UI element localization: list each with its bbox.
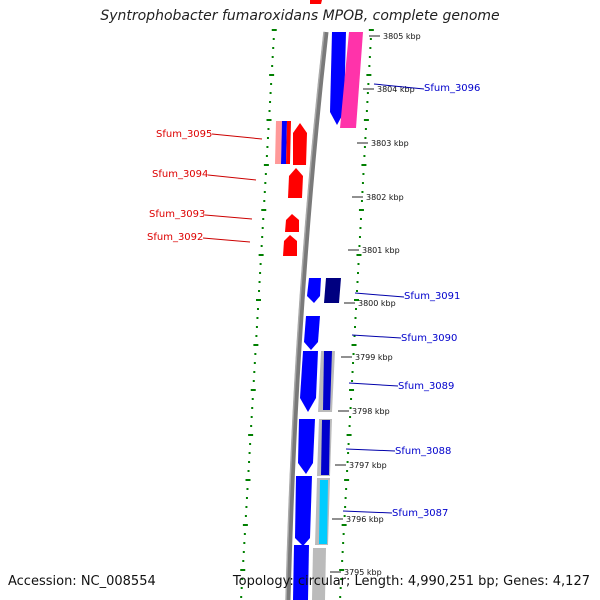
gene-label-sfum-3091[interactable]: Sfum_3091 <box>404 291 460 302</box>
scale-label-3804: 3804 kbp <box>377 85 415 94</box>
forward-genes <box>275 0 322 256</box>
gene-block-sfum-3096-a[interactable] <box>330 32 346 125</box>
gene-label-sfum-3088[interactable]: Sfum_3088 <box>395 446 451 457</box>
gene-block-sfum-3088-a[interactable] <box>298 419 315 474</box>
gene-label-sfum-3092[interactable]: Sfum_3092 <box>147 232 203 243</box>
genome-backbone-highlight <box>285 31 325 600</box>
scale-label-3805: 3805 kbp <box>383 32 421 41</box>
gc-track-right <box>339 29 374 598</box>
gene-label-sfum-3096[interactable]: Sfum_3096 <box>424 83 480 94</box>
gene-block-sfum-3092[interactable] <box>283 235 297 256</box>
gene-block-sfum-3089-b[interactable] <box>323 351 332 410</box>
right-labels: Sfum_3096 Sfum_3091 Sfum_3090 Sfum_3089 … <box>342 83 480 519</box>
gene-block-sfum-3087-a[interactable] <box>295 476 312 546</box>
reverse-genes <box>293 32 363 600</box>
gene-block-bottom-a[interactable] <box>293 545 309 600</box>
gene-label-sfum-3090[interactable]: Sfum_3090 <box>401 333 457 344</box>
gene-block-bottom-grey[interactable] <box>312 548 326 600</box>
gene-label-sfum-3087[interactable]: Sfum_3087 <box>392 508 448 519</box>
scale: 3805 kbp 3804 kbp 3803 kbp 3802 kbp 3801… <box>330 32 421 577</box>
gene-block-sfum-3087-cyan[interactable] <box>319 480 328 544</box>
gene-block-sfum-3096-pink[interactable] <box>340 32 363 128</box>
topology-text: Topology: circular; Length: 4,990,251 bp… <box>232 574 590 589</box>
scale-label-3802: 3802 kbp <box>366 193 404 202</box>
gene-block-sfum-3095-a[interactable] <box>275 121 282 164</box>
scale-label-3795: 3795 kbp <box>344 568 382 577</box>
gene-block-sfum-3091-b[interactable] <box>324 278 341 303</box>
scale-label-3797: 3797 kbp <box>349 461 387 470</box>
gene-block-sfum-3089-a[interactable] <box>300 351 318 412</box>
gene-block-sfum-3095-d[interactable] <box>293 123 307 165</box>
scale-label-3800: 3800 kbp <box>358 299 396 308</box>
accession-text: Accession: NC_008554 <box>8 574 156 589</box>
scale-label-3798: 3798 kbp <box>352 407 390 416</box>
gene-label-sfum-3094[interactable]: Sfum_3094 <box>152 169 208 180</box>
scale-label-3801: 3801 kbp <box>362 246 400 255</box>
scale-label-3796: 3796 kbp <box>346 515 384 524</box>
gene-block-top-fragment[interactable] <box>310 0 322 4</box>
gene-block-sfum-3088-b[interactable] <box>321 420 330 475</box>
map-title: Syntrophobacter fumaroxidans MPOB, compl… <box>100 8 500 24</box>
gene-label-sfum-3089[interactable]: Sfum_3089 <box>398 381 454 392</box>
gene-block-sfum-3091-a[interactable] <box>307 278 321 303</box>
gene-block-sfum-3095-c[interactable] <box>286 121 291 164</box>
gene-label-sfum-3095[interactable]: Sfum_3095 <box>156 129 212 140</box>
gene-block-sfum-3094[interactable] <box>288 168 303 198</box>
genome-backbone <box>285 31 329 600</box>
scale-label-3799: 3799 kbp <box>355 353 393 362</box>
scale-label-3803: 3803 kbp <box>371 139 409 148</box>
gene-block-sfum-3093[interactable] <box>285 214 299 232</box>
gene-block-sfum-3095-b[interactable] <box>281 121 287 164</box>
gene-label-sfum-3093[interactable]: Sfum_3093 <box>149 209 205 220</box>
left-labels: Sfum_3095 Sfum_3094 Sfum_3093 Sfum_3092 <box>147 129 263 243</box>
gc-track-left <box>240 29 277 598</box>
gene-block-sfum-3090[interactable] <box>304 316 320 350</box>
